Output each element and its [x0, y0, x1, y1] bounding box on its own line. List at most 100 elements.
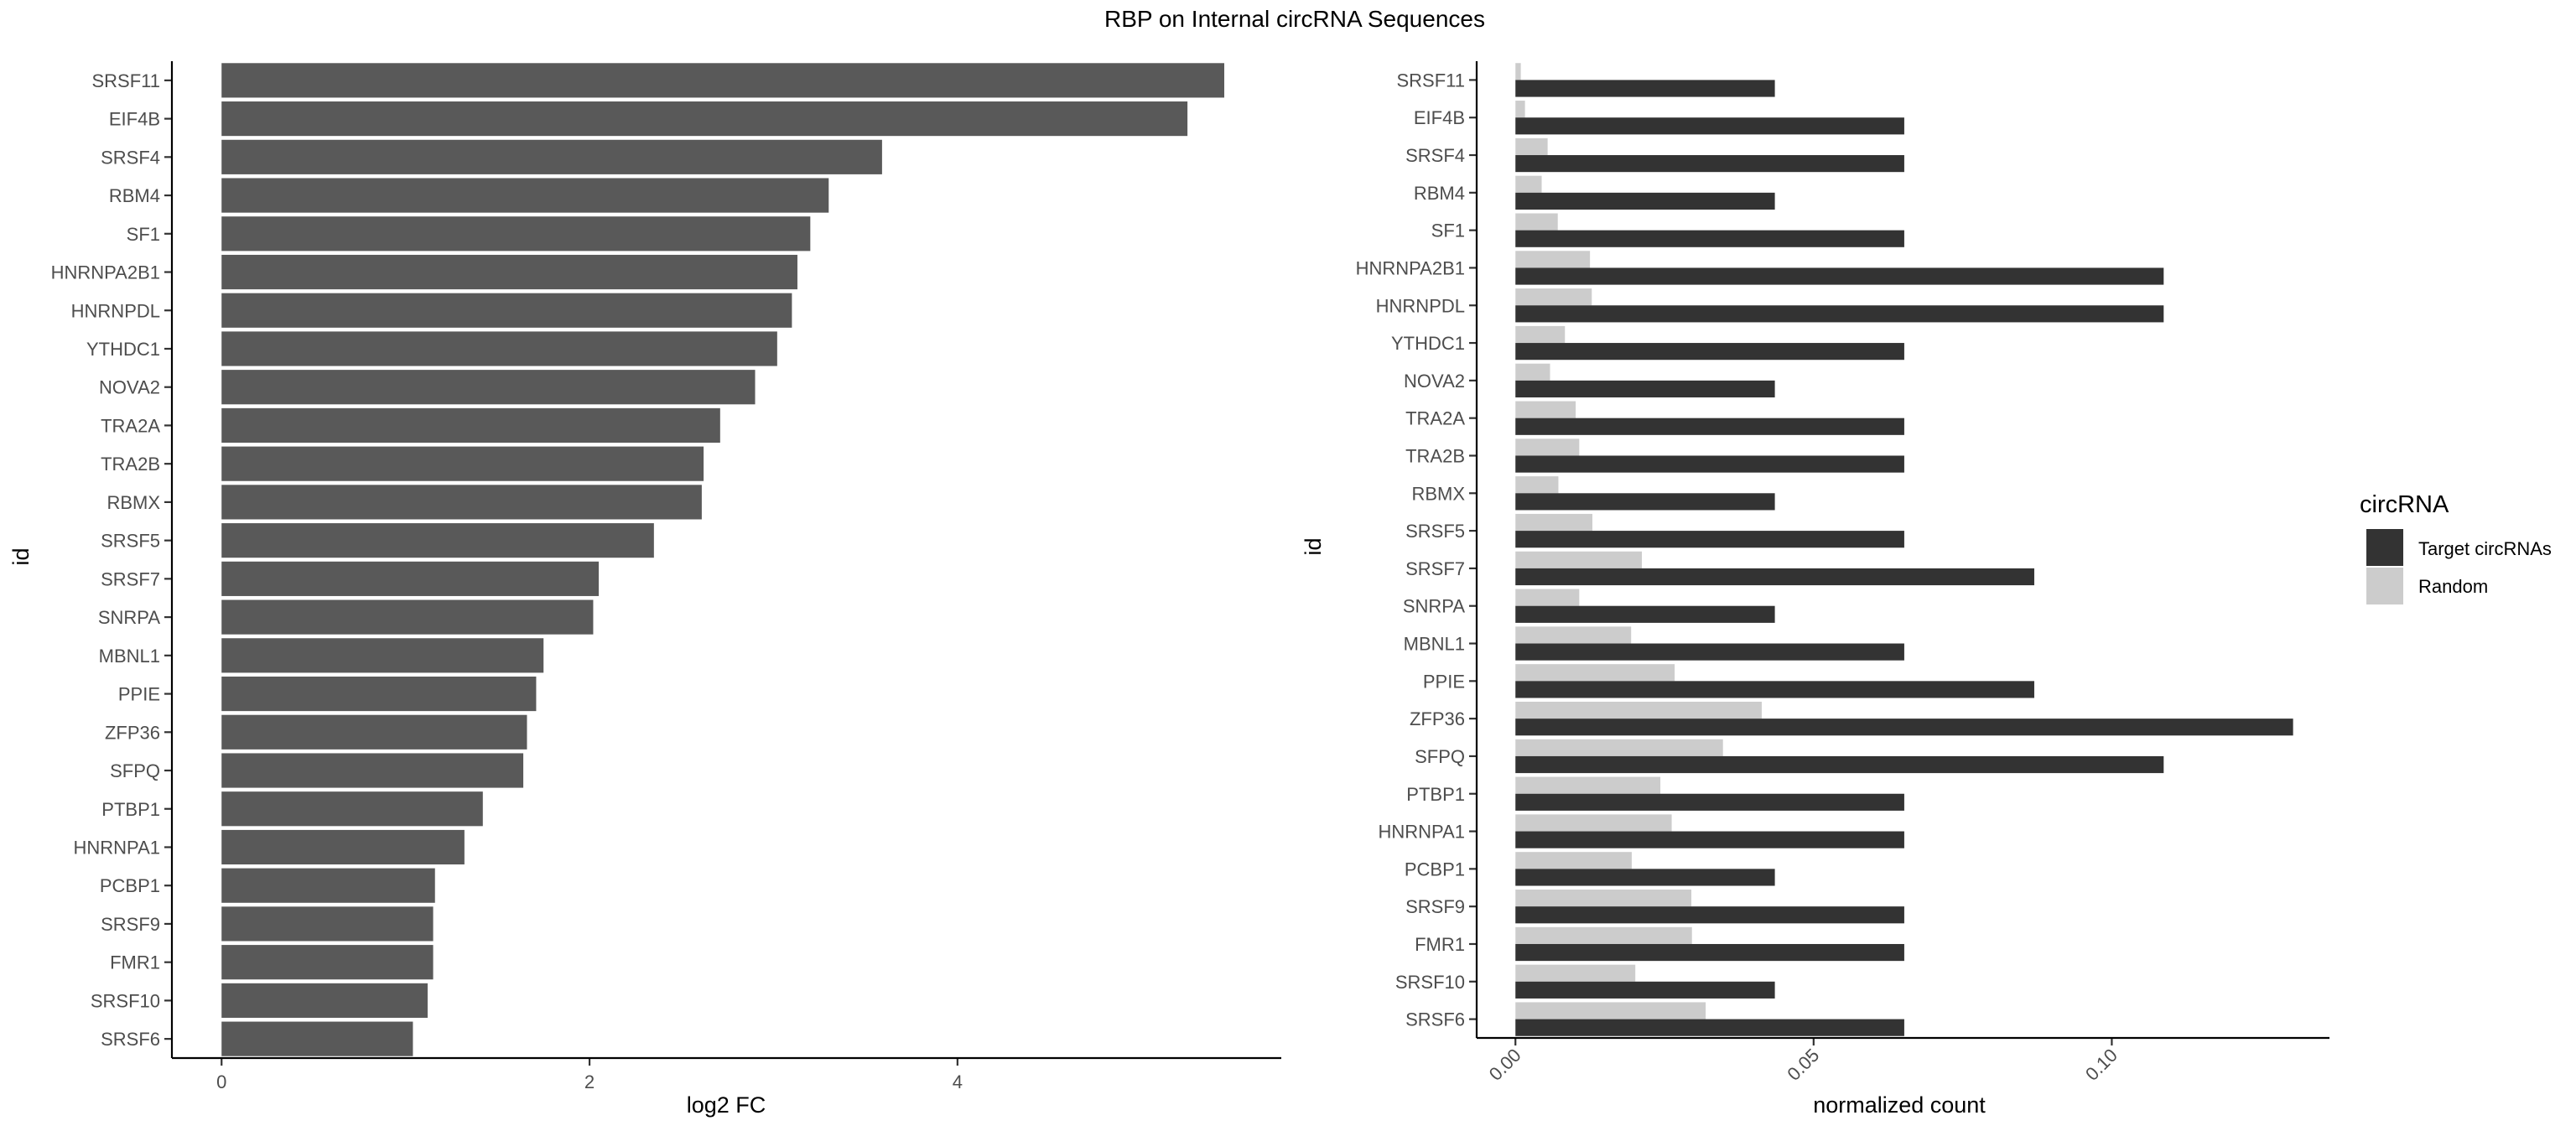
bar-random: [1515, 137, 1548, 156]
category-label: YTHDC1: [1391, 333, 1465, 354]
bar-target: [1515, 343, 1904, 361]
category-label: SRSF9: [101, 914, 160, 935]
category-label: FMR1: [110, 952, 160, 973]
bar-target: [1515, 869, 1775, 886]
bar-random: [1515, 63, 1521, 80]
bar-target: [1515, 192, 1775, 210]
legend-title: circRNA: [2360, 491, 2449, 518]
bar-random: [1515, 513, 1592, 532]
legend-swatch-random: [2366, 568, 2403, 604]
category-label: YTHDC1: [86, 339, 160, 360]
category-label: HNRNPA1: [73, 837, 160, 858]
category-label: MBNL1: [1404, 634, 1465, 655]
category-label: SRSF5: [101, 531, 160, 552]
right-ylabel: id: [1301, 537, 1326, 555]
bar: [221, 63, 1224, 98]
category-label: TRA2B: [1405, 445, 1465, 466]
bar-target: [1515, 643, 1904, 661]
bar: [221, 676, 537, 712]
category-label: PTBP1: [101, 799, 160, 820]
bar: [221, 101, 1188, 137]
bar-random: [1515, 626, 1632, 644]
bar: [221, 139, 882, 174]
x-tick-label: 4: [953, 1071, 963, 1092]
category-label: PCBP1: [1405, 859, 1465, 879]
bar-random: [1515, 325, 1566, 344]
bar: [221, 983, 428, 1018]
bar-target: [1515, 831, 1904, 848]
category-label: NOVA2: [1404, 371, 1465, 392]
category-label: FMR1: [1415, 934, 1465, 955]
category-label: RBM4: [1414, 183, 1465, 204]
left-category-labels: SRSF11 EIF4B SRSF4 RBM4 SF1 HNRNPA2B1 HNRNPDL Y…: [51, 70, 172, 1050]
category-label: EIF4B: [1414, 107, 1465, 128]
bar-target: [1515, 531, 1904, 548]
x-tick-label: 0.00: [1485, 1045, 1525, 1085]
left-x-ticks: 0 2 4: [216, 1058, 963, 1092]
x-tick-label: 0.05: [1783, 1045, 1823, 1085]
right-panel: id normalized count SRSF11 EIF4B SRSF4 RBM4…: [1301, 61, 2329, 1118]
category-label: SF1: [1431, 220, 1465, 241]
bar-random: [1515, 288, 1592, 306]
bar-target: [1515, 755, 2164, 774]
right-xlabel: normalized count: [1813, 1092, 1986, 1118]
bar-random: [1515, 664, 1675, 682]
bar-target: [1515, 267, 2164, 285]
bar-random: [1515, 701, 1762, 719]
category-label: RBMX: [106, 492, 160, 513]
x-tick-label: 0.10: [2081, 1045, 2122, 1085]
bar: [221, 791, 483, 827]
category-label: PPIE: [118, 684, 160, 705]
category-label: PTBP1: [1406, 784, 1465, 805]
bar-target: [1515, 380, 1775, 398]
bar-random: [1515, 814, 1672, 832]
category-label: MBNL1: [99, 646, 160, 667]
category-label: SRSF7: [1405, 558, 1465, 579]
bar-target: [1515, 155, 1904, 173]
category-label: PCBP1: [100, 875, 160, 896]
category-label: HNRNPDL: [71, 300, 160, 321]
bar: [221, 293, 792, 328]
right-bars: [1515, 63, 2293, 1036]
bar: [221, 868, 435, 903]
bar-target: [1515, 681, 2034, 698]
bar: [221, 254, 797, 290]
legend-swatch-target: [2366, 529, 2403, 566]
category-label: SFPQ: [1415, 746, 1465, 767]
category-label: SNRPA: [98, 607, 160, 628]
bar-target: [1515, 1019, 1904, 1036]
bar: [221, 638, 544, 673]
category-label: TRA2A: [1405, 408, 1465, 429]
bar-target: [1515, 605, 1775, 623]
bar: [221, 906, 434, 942]
category-label: SRSF4: [1405, 145, 1465, 166]
left-xlabel: log2 FC: [687, 1092, 766, 1118]
bar-random: [1515, 213, 1558, 231]
bar-random: [1515, 401, 1576, 418]
category-label: SRSF6: [101, 1029, 160, 1050]
category-label: HNRNPA2B1: [51, 262, 160, 283]
category-label: HNRNPDL: [1376, 295, 1465, 316]
category-label: TRA2A: [101, 415, 160, 436]
bar: [221, 331, 777, 366]
bar-random: [1515, 739, 1723, 756]
bar-target: [1515, 455, 1904, 473]
legend: circRNA Target circRNAs Random: [2360, 491, 2552, 604]
bar-target: [1515, 117, 1904, 135]
category-label: RBM4: [109, 185, 160, 206]
bar: [221, 599, 594, 635]
category-label: SRSF6: [1405, 1009, 1465, 1030]
bar: [221, 714, 527, 750]
legend-label-random: Random: [2418, 576, 2488, 597]
category-label: SRSF4: [101, 147, 160, 168]
category-label: SRSF10: [1395, 972, 1465, 993]
bar-random: [1515, 1002, 1706, 1019]
bar-target: [1515, 906, 1904, 924]
bar-random: [1515, 363, 1550, 381]
bar-random: [1515, 438, 1580, 456]
right-x-ticks: 0.00 0.05 0.10: [1485, 1038, 2122, 1085]
category-label: EIF4B: [109, 109, 160, 130]
bar-target: [1515, 230, 1904, 247]
